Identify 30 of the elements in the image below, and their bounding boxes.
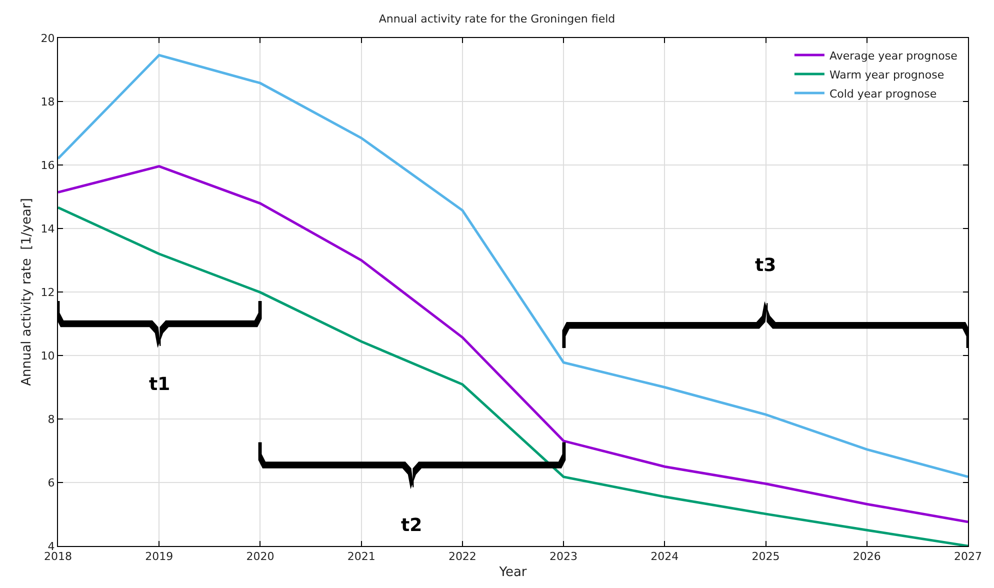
y-tick-label: 18 [40,95,55,108]
x-tick-label: 2021 [347,550,376,564]
y-axis-title: Annual activity rate [1/year] [20,198,35,386]
x-tick-label: 2018 [44,550,72,564]
y-tick-label: 6 [48,476,55,490]
annotation: t3 [755,255,776,276]
annotation: t1 [149,374,170,395]
y-tick-label: 20 [40,32,55,45]
legend-label: Warm year prognose [829,68,944,82]
x-tick-label: 2027 [954,550,982,564]
y-tick-label: 10 [40,349,55,362]
y-tick-label: 14 [40,222,55,236]
legend-label: Average year prognose [829,49,958,62]
annotation: t2 [401,515,422,536]
legend-label: Cold year prognose [829,87,937,100]
x-tick-label: 2022 [448,550,476,564]
y-tick-label: 4 [48,540,55,553]
y-tick-label: 8 [48,412,55,426]
x-tick-label: 2023 [550,550,578,564]
x-tick-label: 2020 [246,550,274,564]
x-tick-label: 2019 [145,550,174,564]
line-series [58,206,968,546]
x-tick-label: 2025 [752,550,780,564]
y-tick-label: 12 [40,286,55,299]
y-tick-label: 16 [40,158,55,172]
x-tick-label: 2024 [650,550,679,564]
x-axis-title: Year [498,564,528,580]
line-series [58,54,968,478]
x-tick-label: 2026 [852,550,881,564]
chart-title: Annual activity rate for the Groningen field [378,12,616,26]
